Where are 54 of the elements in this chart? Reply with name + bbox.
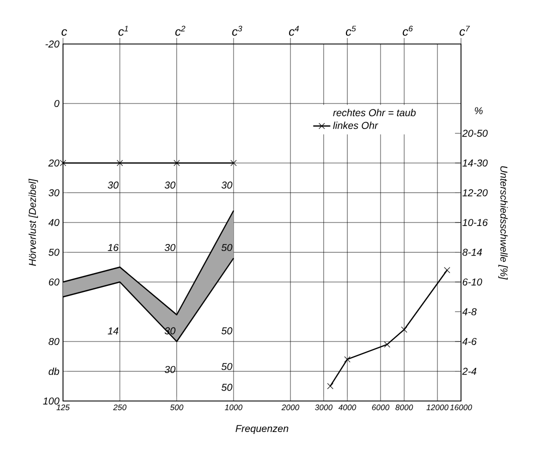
annotation: 50 xyxy=(221,384,232,391)
legend-title: rechtes Ohr = taub xyxy=(333,108,416,116)
text: 2-4 xyxy=(462,368,476,375)
annotation: 50 xyxy=(221,244,232,252)
text: c$^{1}$ xyxy=(118,26,128,36)
legend-label: linkes Ohr xyxy=(333,122,378,129)
text: c$^{6}$ xyxy=(402,26,413,36)
annotation: 50 xyxy=(221,327,232,334)
x-tick-label: 1000 xyxy=(224,404,242,410)
text: 4-8 xyxy=(462,308,477,316)
x-tick-label: 8000 xyxy=(395,404,413,410)
annotation: 14 xyxy=(108,327,118,334)
text: 6-10 xyxy=(462,278,482,286)
y-tick-label: 80 xyxy=(48,338,60,346)
text: c$^{7}$ xyxy=(460,26,470,36)
text: c$^{3}$ xyxy=(232,26,242,36)
x-axis-title: Frequenzen xyxy=(236,425,288,434)
x-tick-label: 2000 xyxy=(281,404,300,410)
y-axis-title: Hörverlust [Dezibel] xyxy=(28,178,38,266)
annotation: 30 xyxy=(222,182,232,189)
y-tick-label: 100 xyxy=(43,397,60,405)
text: % xyxy=(474,107,483,114)
x-tick-label: 16000 xyxy=(450,404,472,410)
y-tick-label: 40 xyxy=(48,218,60,226)
text: 10-16 xyxy=(462,218,488,226)
annotation: 50 xyxy=(221,362,232,370)
text: 20-50 xyxy=(462,130,488,137)
x-tick-label: 500 xyxy=(170,404,184,410)
text: c$^{4}$ xyxy=(289,26,299,36)
x-tick-label: 125 xyxy=(56,404,70,410)
y-tick-label: -20 xyxy=(46,40,60,48)
y-tick-label: db xyxy=(48,368,60,375)
x-tick-label: 4000 xyxy=(338,404,356,410)
y-tick-label: 50 xyxy=(48,248,60,256)
annotation: 30 xyxy=(164,244,176,252)
text: 8-14 xyxy=(462,248,482,256)
text: 12-20 xyxy=(462,189,488,196)
y2-axis-title: Unterschiedsschwelle [%] xyxy=(498,166,508,280)
y-tick-label: 0 xyxy=(54,100,60,108)
text: c$^{5}$ xyxy=(346,26,356,36)
x-tick-label: 12000 xyxy=(426,404,448,410)
text: 4-6 xyxy=(462,338,477,346)
text: 14-30 xyxy=(462,159,488,167)
annotation: 16 xyxy=(108,244,119,252)
text: c$^{2}$ xyxy=(175,26,186,36)
y-tick-label: 20 xyxy=(48,159,60,167)
y-tick-label: 30 xyxy=(48,189,60,196)
annotation: 30 xyxy=(108,182,119,189)
annotation: 30 xyxy=(164,182,176,189)
y-tick-label: 60 xyxy=(48,278,60,286)
text: c xyxy=(62,29,68,36)
x-tick-label: 3000 xyxy=(314,404,333,410)
x-tick-label: 250 xyxy=(113,404,126,410)
x-tick-label: 6000 xyxy=(372,404,390,410)
